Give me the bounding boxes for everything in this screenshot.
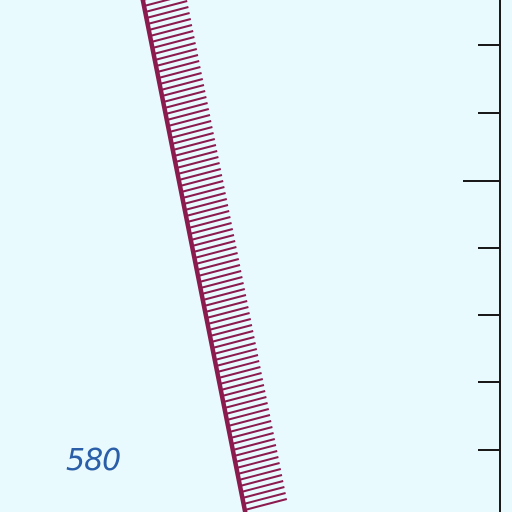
- boundary-hatch-tick: [242, 486, 285, 499]
- boundary-hatch-tick: [226, 408, 270, 421]
- boundary-hatch-tick: [172, 138, 216, 151]
- boundary-hatch-tick: [166, 108, 210, 121]
- boundary-hatch-tick: [238, 468, 282, 481]
- boundary-hatch-tick: [185, 204, 229, 217]
- boundary-hatch-tick: [198, 270, 242, 283]
- boundary-hatch-tick: [202, 288, 246, 301]
- boundary-hatch-tick: [165, 102, 208, 115]
- boundary-hatch-tick: [150, 30, 194, 43]
- boundary-hatch-tick: [240, 480, 284, 493]
- boundary-hatch-tick: [146, 6, 189, 19]
- boundary-hatch-tick: [173, 144, 217, 157]
- boundary-hatch-tick: [174, 150, 218, 163]
- boundary-hatch-tick: [194, 246, 237, 259]
- boundary-hatch-tick: [159, 72, 202, 85]
- boundary-hatch-tick: [143, 0, 171, 7]
- boundary-hatch-tick: [207, 312, 250, 325]
- boundary-hatch-tick: [170, 126, 213, 139]
- boundary-hatch-tick: [168, 120, 212, 133]
- boundary-hatch-tick: [206, 306, 249, 319]
- boundary-hatch-tick: [208, 318, 252, 331]
- boundary-hatch-tick: [233, 444, 277, 457]
- boundary-hatch-tick: [182, 186, 225, 199]
- boundary-hatch-tick: [214, 348, 258, 361]
- boundary-hatch-tick: [156, 60, 200, 73]
- boundary-hatch-tick: [243, 492, 286, 505]
- boundary-hatch-tick: [197, 264, 241, 277]
- boundary-hatch-tick: [244, 498, 288, 511]
- boundary-hatch-tick: [189, 222, 232, 235]
- boundary-hatch-tick: [178, 168, 222, 181]
- boundary-hatch-tick: [216, 360, 260, 373]
- boundary-hatch-tick: [225, 402, 268, 415]
- depth-label: 580: [66, 443, 121, 478]
- boundary-hatch-tick: [196, 258, 240, 271]
- boundary-hatch-tick: [221, 384, 265, 397]
- boundary-main-line: [140, 0, 248, 512]
- boundary-hatch-tick: [155, 54, 199, 67]
- boundary-hatch-tick: [215, 354, 259, 367]
- boundary-hatch-tick: [147, 12, 190, 25]
- boundary-hatch-tick: [188, 216, 231, 229]
- boundary-hatch-tick: [203, 294, 247, 307]
- boundary-hatch-tick: [218, 366, 261, 379]
- boundary-hatch-tick: [204, 300, 248, 313]
- boundary-hatch-tick: [227, 414, 271, 427]
- boundary-hatch-tick: [161, 84, 205, 97]
- boundary-hatch-tick: [164, 96, 207, 109]
- boundary-hatch-tick: [220, 378, 264, 391]
- hatched-boundary-line: [140, 0, 288, 512]
- boundary-hatch-tick: [231, 432, 274, 445]
- boundary-hatch-tick: [222, 390, 266, 403]
- boundary-hatch-tick: [200, 276, 243, 289]
- boundary-hatch-tick: [177, 162, 220, 175]
- boundary-hatch-tick: [153, 42, 196, 55]
- boundary-hatch-tick: [239, 474, 283, 487]
- boundary-hatch-tick: [201, 282, 244, 295]
- boundary-hatch-tick: [171, 132, 214, 145]
- boundary-hatch-tick: [195, 252, 238, 265]
- boundary-hatch-tick: [234, 450, 278, 463]
- boundary-hatch-tick: [167, 114, 211, 127]
- boundary-hatch-tick: [179, 174, 223, 187]
- boundary-hatch-tick: [228, 420, 272, 433]
- boundary-hatch-tick: [144, 0, 188, 13]
- boundary-hatch-tick: [213, 342, 256, 355]
- boundary-hatch-tick: [212, 336, 255, 349]
- scale-bar: [463, 0, 501, 512]
- boundary-hatch-tick: [219, 372, 262, 385]
- boundary-hatch-tick: [224, 396, 267, 409]
- boundary-hatch-tick: [232, 438, 276, 451]
- boundary-hatch-tick: [154, 48, 198, 61]
- boundary-hatch-tick: [192, 240, 236, 253]
- boundary-hatch-tick: [190, 228, 234, 241]
- boundary-hatch-tick: [180, 180, 224, 193]
- boundary-hatch-tick: [209, 324, 253, 337]
- boundary-hatch-tick: [230, 426, 273, 439]
- boundary-hatch-tick: [186, 210, 230, 223]
- boundary-hatch-tick: [148, 18, 192, 31]
- boundary-hatch-tick: [158, 66, 201, 79]
- boundary-hatch-tick: [152, 36, 195, 49]
- boundary-hatch-tick: [236, 456, 279, 469]
- boundary-hatch-tick: [210, 330, 254, 343]
- boundary-hatch-tick: [237, 462, 280, 475]
- boundary-hatch-tick: [160, 78, 204, 91]
- boundary-hatch-tick: [184, 198, 228, 211]
- boundary-hatch-tick: [176, 156, 219, 169]
- boundary-hatch-tick: [149, 24, 193, 37]
- boundary-hatch-tick: [191, 234, 235, 247]
- boundary-hatch-tick: [183, 192, 226, 205]
- boundary-hatch-tick: [162, 90, 206, 103]
